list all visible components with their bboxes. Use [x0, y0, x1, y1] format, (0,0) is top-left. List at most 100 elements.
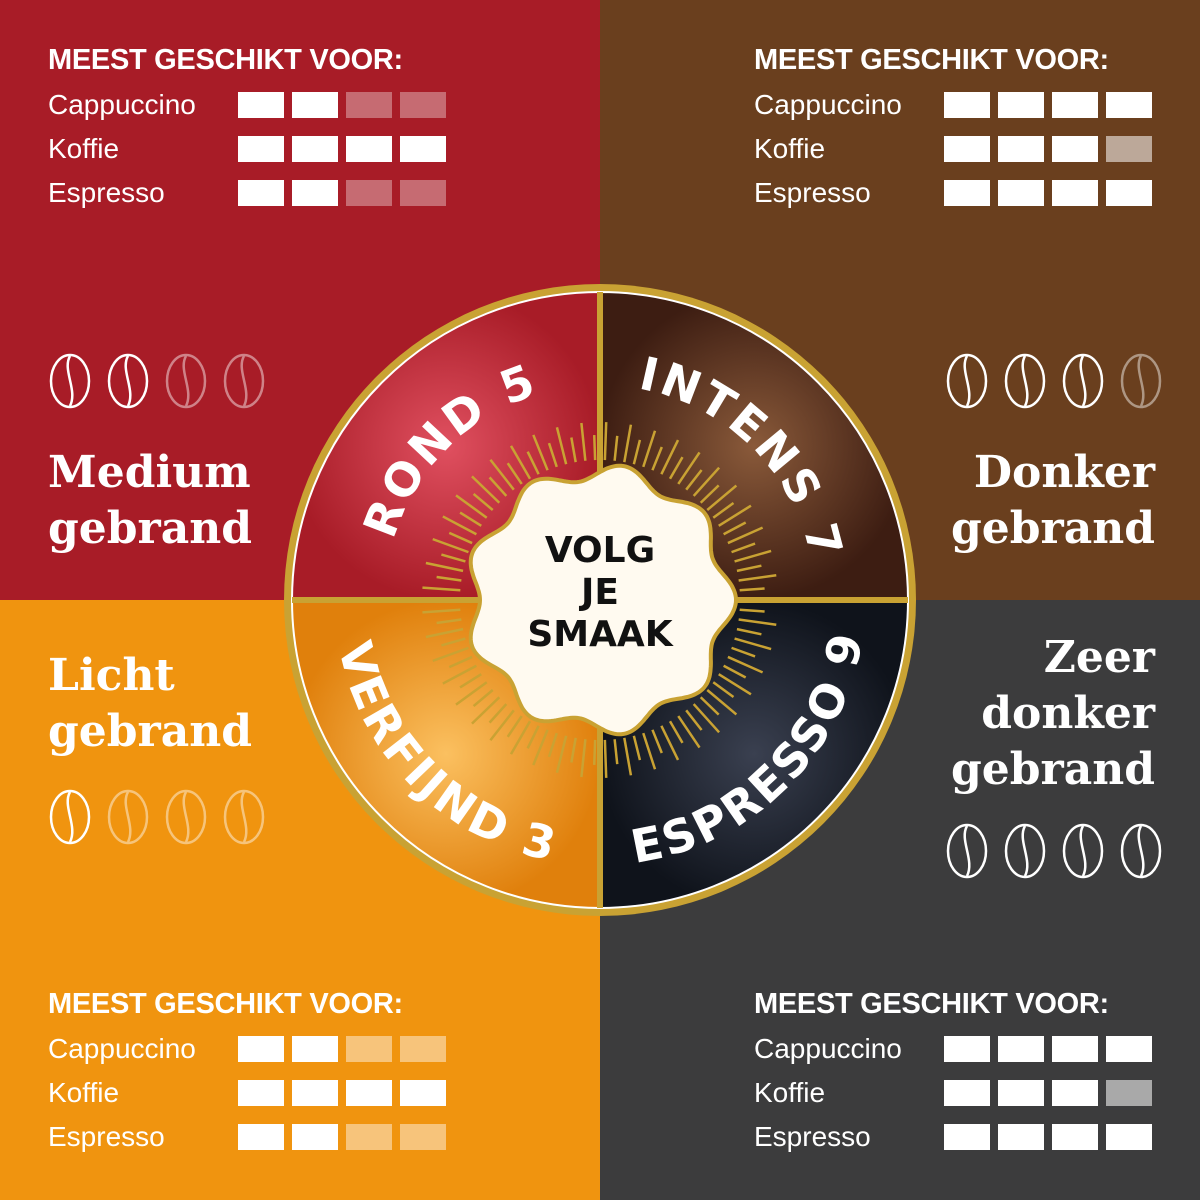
coffee-bean-icon	[946, 823, 988, 879]
sunburst-ray	[436, 618, 462, 625]
rating-block	[400, 1080, 446, 1106]
rating-block	[346, 92, 392, 118]
drink-label: Cappuccino	[754, 89, 902, 120]
suitability-row: Koffie	[48, 1071, 458, 1115]
drink-label: Cappuccino	[754, 1033, 902, 1064]
suitability-panel-medium: MEEST GESCHIKT VOOR: Cappuccino Koffie Espr…	[48, 44, 458, 215]
sunburst-ray	[471, 475, 501, 504]
suitability-heading: MEEST GESCHIKT VOOR:	[754, 44, 1109, 76]
sunburst-ray	[668, 720, 684, 744]
sunburst-ray	[699, 484, 720, 504]
rating-block	[944, 180, 990, 206]
sunburst-ray	[489, 709, 515, 742]
sunburst-ray	[739, 587, 765, 592]
sunburst-ray	[736, 627, 762, 636]
suitability-row: Cappuccino	[754, 83, 1164, 127]
sunburst-ray	[472, 689, 494, 708]
sunburst-ray	[425, 561, 464, 573]
suitability-row: Cappuccino	[48, 83, 458, 127]
suitability-panel-licht: MEEST GESCHIKT VOOR: Cappuccino Koffie Espr…	[48, 988, 458, 1159]
rating-block	[944, 1124, 990, 1150]
sunburst-ray	[723, 664, 747, 679]
rating-block	[400, 1124, 446, 1150]
rating-block	[1052, 1124, 1098, 1150]
sunburst-ray	[712, 681, 735, 698]
suitability-heading: MEEST GESCHIKT VOOR:	[48, 988, 403, 1020]
sunburst-ray	[632, 735, 642, 761]
roast-title-licht: Licht gebrand	[48, 648, 252, 760]
bean-rating-licht	[48, 788, 266, 846]
sunburst-ray	[660, 725, 680, 761]
rating-block	[400, 180, 446, 206]
bean-rating-zeer-donker	[945, 822, 1163, 880]
rating-block	[1052, 1080, 1098, 1106]
sunburst-ray	[459, 511, 482, 527]
drink-label: Espresso	[754, 1121, 871, 1152]
sunburst-ray	[685, 469, 703, 491]
center-text-line: VOLG	[545, 530, 655, 571]
drink-label: Espresso	[48, 1121, 165, 1152]
sunburst-ray	[532, 729, 549, 766]
sunburst-ray	[734, 637, 772, 651]
drink-label: Koffie	[48, 1077, 120, 1108]
sunburst-ray	[455, 681, 488, 706]
sunburst-ray	[436, 575, 462, 582]
rating-block	[292, 1124, 338, 1150]
sunburst-ray	[706, 484, 738, 511]
rating-block	[346, 136, 392, 162]
coffee-bean-icon	[223, 353, 265, 409]
rating-block	[292, 1080, 338, 1106]
rating-block	[1106, 180, 1152, 206]
rating-block	[998, 1080, 1044, 1106]
sunburst-ray	[448, 531, 473, 545]
roast-title-zeer-donker: Zeer donker gebrand	[951, 630, 1155, 798]
sunburst-ray	[660, 439, 680, 475]
suitability-heading: MEEST GESCHIKT VOOR:	[754, 988, 1109, 1020]
sunburst-ray	[692, 703, 721, 734]
rating-block	[1052, 92, 1098, 118]
sunburst-ray	[422, 608, 461, 614]
rating-block	[998, 1036, 1044, 1062]
sunburst-ray	[738, 573, 777, 582]
roast-title-line: gebrand	[48, 706, 252, 757]
sunburst-ray	[613, 739, 619, 765]
sunburst-ray	[731, 542, 756, 554]
sunburst-ray	[718, 504, 752, 527]
roast-title-medium: Medium gebrand	[48, 445, 252, 557]
rating-block	[346, 1036, 392, 1062]
sunburst-ray	[668, 456, 684, 480]
sunburst-ray	[632, 439, 642, 465]
suitability-panel-zeer-donker: MEEST GESCHIKT VOOR: Cappuccino Koffie Espr…	[754, 988, 1164, 1159]
sunburst-ray	[727, 526, 764, 545]
sunburst-ray	[448, 655, 473, 669]
sunburst-ray	[718, 673, 752, 696]
sunburst-rays	[422, 422, 778, 778]
suitability-row: Espresso	[754, 171, 1164, 215]
coffee-bean-icon	[223, 789, 265, 845]
bean-rating-medium	[48, 352, 266, 410]
rating-block	[238, 180, 284, 206]
sunburst-ray	[488, 703, 508, 724]
rating-block	[400, 136, 446, 162]
sunburst-ray	[603, 739, 608, 778]
suitability-row: Espresso	[48, 171, 458, 215]
sunburst-ray	[712, 502, 735, 519]
sunburst-ray	[459, 673, 482, 689]
suitability-row: Koffie	[754, 1071, 1164, 1115]
sunburst-ray	[472, 492, 494, 511]
sunburst-ray	[685, 709, 703, 731]
rating-block	[944, 136, 990, 162]
suitability-heading: MEEST GESCHIKT VOOR:	[48, 44, 403, 76]
coffee-bean-icon	[1062, 353, 1104, 409]
suitability-row: Cappuccino	[48, 1027, 458, 1071]
drink-label: Koffie	[754, 1077, 826, 1108]
rating-block	[944, 1080, 990, 1106]
sunburst-ray	[736, 564, 762, 573]
rating-block	[998, 92, 1044, 118]
sunburst-ray	[442, 515, 477, 536]
roast-title-line: donker	[981, 688, 1155, 739]
rating-block	[944, 1036, 990, 1062]
roast-title-line: Zeer	[1043, 632, 1155, 683]
rating-block	[292, 136, 338, 162]
suitability-row: Cappuccino	[754, 1027, 1164, 1071]
